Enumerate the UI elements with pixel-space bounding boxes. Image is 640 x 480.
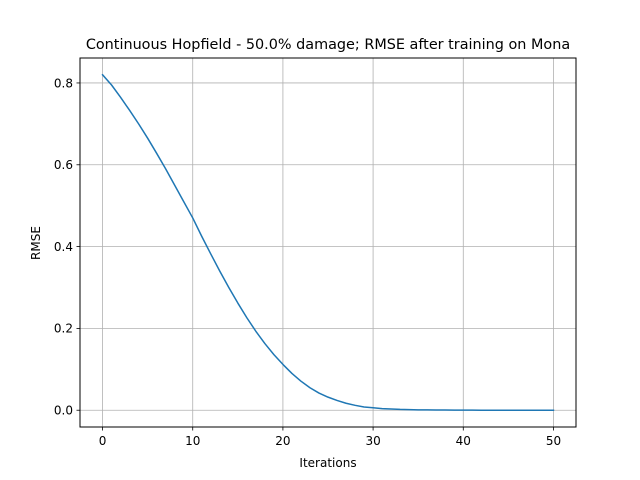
x-tick-label: 20 xyxy=(275,434,290,448)
x-tick-label: 40 xyxy=(456,434,471,448)
rmse-series-line xyxy=(101,73,555,411)
x-tick-label: 30 xyxy=(365,434,380,448)
y-tick-label: 0.0 xyxy=(54,404,73,418)
y-axis-label: RMSE xyxy=(29,226,43,260)
plot-frame xyxy=(79,57,577,428)
plot-area xyxy=(80,58,576,427)
x-axis-label: Iterations xyxy=(299,456,356,470)
x-axis-ticks: 0 10 20 30 40 50 xyxy=(99,427,561,448)
y-tick-label: 0.8 xyxy=(54,76,73,90)
x-tick-label: 10 xyxy=(185,434,200,448)
y-tick-label: 0.4 xyxy=(54,240,73,254)
x-tick-label: 0 xyxy=(99,434,107,448)
y-tick-label: 0.2 xyxy=(54,322,73,336)
y-axis-ticks: 0.0 0.2 0.4 0.6 0.8 xyxy=(54,76,80,418)
grid xyxy=(80,58,576,427)
series-layer xyxy=(101,73,555,411)
chart-title: Continuous Hopfield - 50.0% damage; RMSE… xyxy=(86,37,570,53)
y-tick-label: 0.6 xyxy=(54,158,73,172)
x-tick-label: 50 xyxy=(546,434,561,448)
